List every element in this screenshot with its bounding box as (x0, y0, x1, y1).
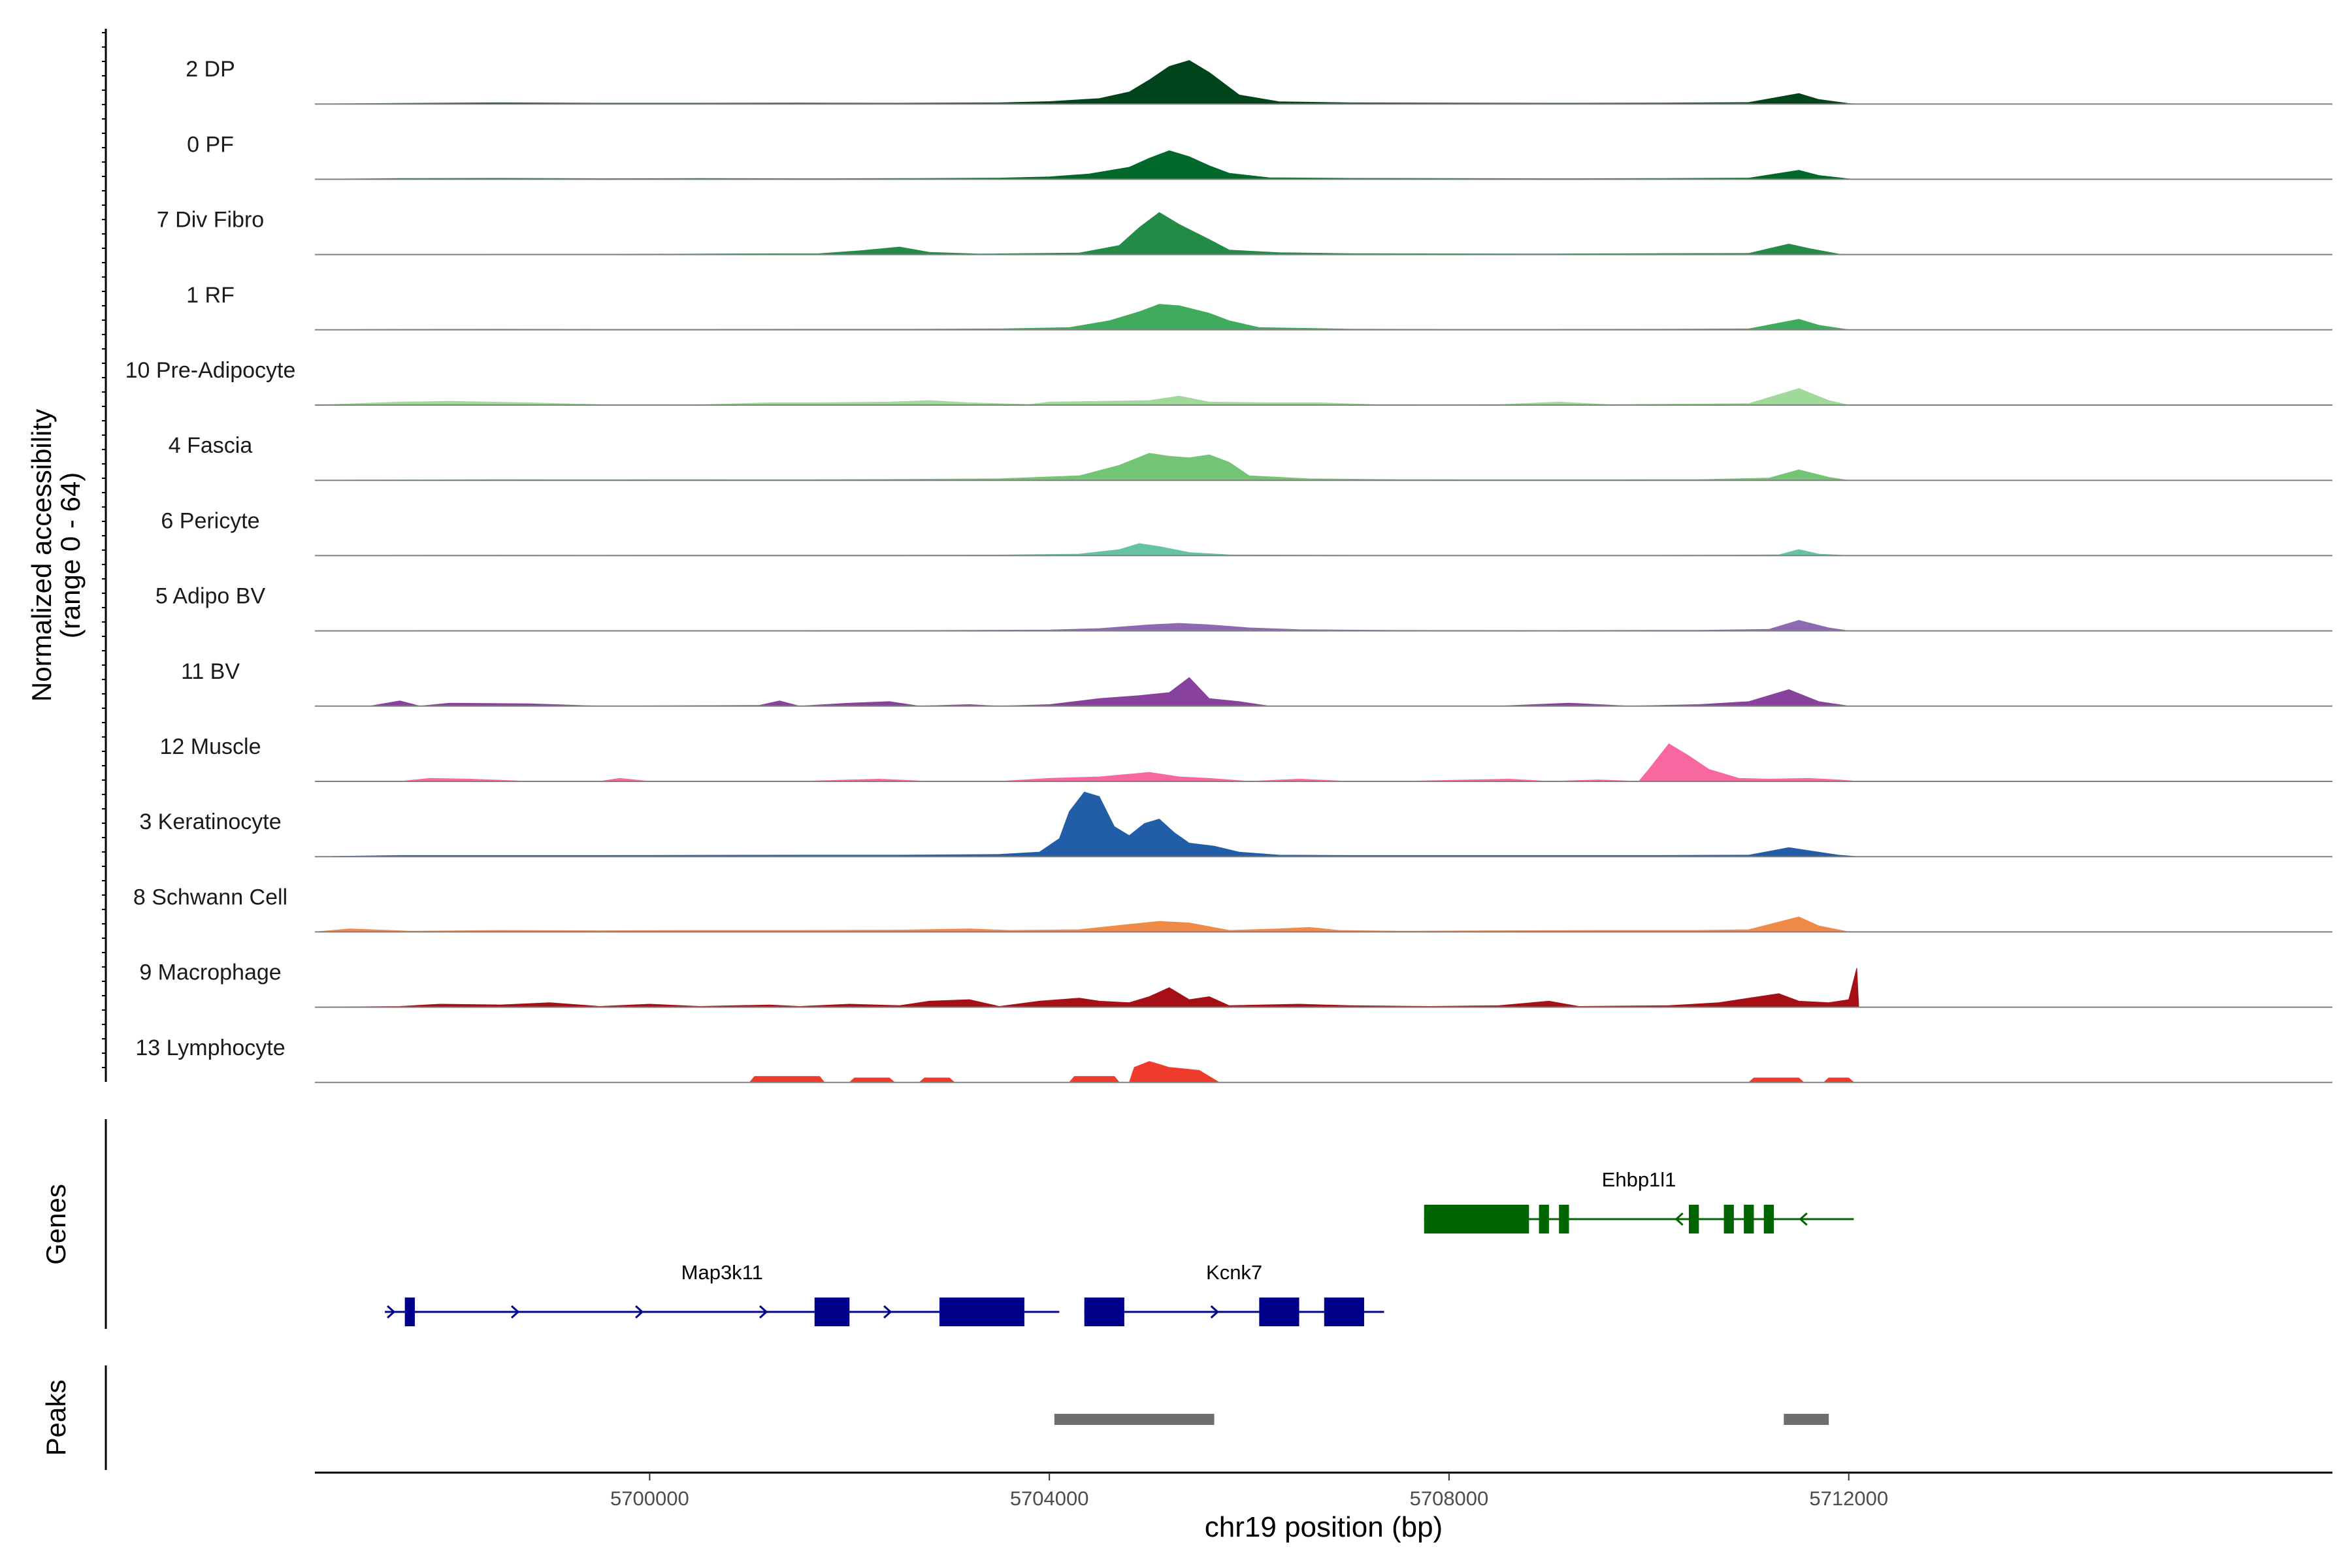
coverage-area-2-dp (314, 59, 1859, 105)
exon-block (1763, 1205, 1774, 1233)
track-label: 11 BV (181, 659, 240, 684)
track-10-pre-adipocyte: 10 Pre-Adipocyte (125, 358, 2332, 406)
exon-block (1259, 1298, 1299, 1326)
gene-label: Ehbp1l1 (1602, 1168, 1676, 1191)
x-tick-label: 5712000 (1809, 1487, 1888, 1510)
track-4-fascia: 4 Fascia (169, 433, 2332, 482)
track-2-dp: 2 DP (186, 57, 2332, 105)
track-7-div-fibro: 7 Div Fibro (157, 208, 2332, 255)
exon-block (939, 1298, 1024, 1326)
peak-region (1054, 1414, 1215, 1425)
track-label: 3 Keratinocyte (139, 809, 281, 834)
track-8-schwann-cell: 8 Schwann Cell (133, 885, 2332, 933)
y-axis-label-range: (range 0 - 64) (55, 472, 86, 638)
strand-arrow (511, 1305, 520, 1319)
track-11-bv: 11 BV (181, 659, 2332, 707)
coverage-area-9-macrophage (314, 968, 1859, 1008)
track-label: 12 Muscle (160, 734, 261, 759)
coverage-area-8-schwann-cell (314, 916, 1849, 932)
coverage-area-13-lymphocyte (315, 1061, 1855, 1083)
x-tick-label: 5700000 (610, 1487, 689, 1510)
track-1-rf: 1 RF (186, 283, 2332, 331)
exon-block (1723, 1205, 1734, 1233)
x-tick-label: 5704000 (1010, 1487, 1089, 1510)
coverage-area-0-pf (314, 150, 1859, 180)
gene-kcnk7: Kcnk7 (1084, 1261, 1384, 1326)
strand-arrow (1210, 1305, 1219, 1319)
coverage-area-6-pericyte (314, 543, 1849, 556)
gene-track: Map3k11 Kcnk7 Ehbp1l1 (385, 1168, 1854, 1326)
track-label: 7 Div Fibro (157, 208, 264, 233)
track-13-lymphocyte: 13 Lymphocyte (135, 1036, 2332, 1083)
strand-arrow (635, 1305, 644, 1319)
coverage-area-4-fascia (314, 453, 1849, 481)
track-label: 5 Adipo BV (155, 584, 266, 609)
peaks-track-title: Peaks (41, 1380, 71, 1456)
exon-block (814, 1298, 850, 1326)
strand-arrow (759, 1305, 768, 1319)
x-tick-label: 5708000 (1410, 1487, 1489, 1510)
exon-block (404, 1298, 415, 1326)
coverage-area-7-div-fibro (315, 212, 1849, 255)
coverage-area-1-rf (314, 304, 1849, 331)
gene-map3k11: Map3k11 (385, 1261, 1060, 1326)
exon-block (1744, 1205, 1754, 1233)
track-label: 8 Schwann Cell (133, 885, 287, 909)
strand-arrow (1799, 1212, 1808, 1226)
track-5-adipo-bv: 5 Adipo BV (155, 584, 2332, 632)
exon-block (1324, 1298, 1364, 1326)
coverage-area-3-keratinocyte (314, 791, 1859, 857)
coverage-area-11-bv (315, 677, 1849, 707)
track-9-macrophage: 9 Macrophage (139, 960, 2332, 1008)
gene-label: Map3k11 (681, 1261, 763, 1284)
y-axis-label: Normalized accessibility (26, 409, 57, 702)
peak-track (1054, 1414, 1829, 1425)
track-label: 2 DP (186, 57, 235, 82)
track-label: 13 Lymphocyte (135, 1036, 285, 1060)
track-label: 6 Pericyte (161, 508, 259, 533)
gene-label: Kcnk7 (1206, 1261, 1262, 1284)
strand-arrow (387, 1305, 396, 1319)
track-3-keratinocyte: 3 Keratinocyte (139, 791, 2332, 858)
track-label: 9 Macrophage (139, 960, 281, 985)
exon-block (1084, 1298, 1124, 1326)
track-label: 10 Pre-Adipocyte (125, 358, 296, 383)
coverage-area-12-muscle (315, 743, 1859, 782)
strand-arrow (1674, 1212, 1684, 1226)
coverage-area-5-adipo-bv (314, 619, 1849, 632)
track-label: 1 RF (186, 283, 235, 308)
strand-arrow (883, 1305, 892, 1319)
track-0-pf: 0 PF (187, 132, 2332, 180)
y-axis-ticks (102, 32, 106, 1068)
coverage-area-10-pre-adipocyte (314, 388, 1849, 406)
exon-block (1539, 1205, 1549, 1233)
gene-ehbp1l1: Ehbp1l1 (1424, 1168, 1854, 1233)
accessibility-tracks: 2 DP 0 PF 7 Div Fibro 1 RF 10 Pre-Adipocyte 4… (125, 57, 2332, 1083)
track-label: 4 Fascia (169, 433, 253, 458)
x-axis-ticks: 5700000 5704000 5708000 5712000 (610, 1473, 1888, 1510)
track-12-muscle: 12 Muscle (160, 734, 2332, 782)
exon-block (1424, 1205, 1529, 1233)
peak-region (1784, 1414, 1829, 1425)
genes-track-title: Genes (41, 1184, 71, 1265)
track-6-pericyte: 6 Pericyte (161, 508, 2332, 557)
exon-block (1689, 1205, 1699, 1233)
exon-block (1559, 1205, 1569, 1233)
x-axis-label: chr19 position (bp) (1205, 1511, 1443, 1543)
track-label: 0 PF (187, 132, 234, 157)
